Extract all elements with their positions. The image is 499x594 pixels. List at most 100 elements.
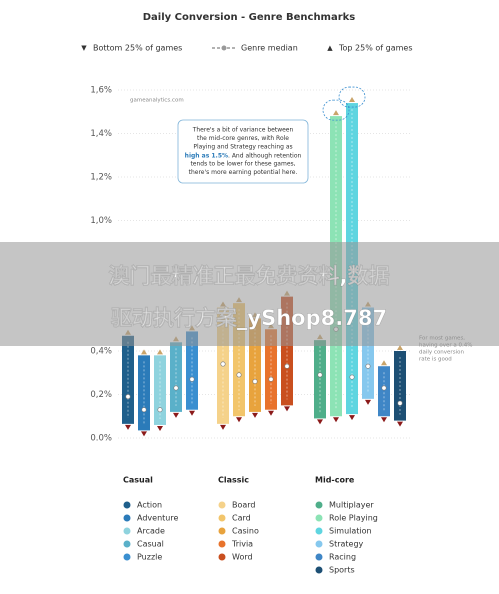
legend-label: Top 25% of games bbox=[338, 44, 412, 53]
median-marker bbox=[284, 363, 290, 369]
legend-label: Simulation bbox=[329, 527, 372, 536]
median-marker bbox=[365, 363, 371, 369]
top-marker bbox=[397, 345, 403, 350]
bar bbox=[122, 335, 134, 424]
legend-label: Racing bbox=[329, 553, 356, 562]
bottom-marker bbox=[173, 412, 179, 418]
top-marker bbox=[349, 97, 355, 103]
annotation-text: . And although retention bbox=[228, 152, 301, 159]
annotation-text: tends to be lower for these games, bbox=[190, 161, 295, 168]
top-marker bbox=[141, 349, 147, 355]
legend-dot bbox=[123, 501, 131, 509]
legend-dot bbox=[123, 553, 131, 561]
median-marker bbox=[252, 378, 258, 384]
legend-label: Action bbox=[137, 501, 162, 510]
legend-dot bbox=[315, 540, 323, 548]
median-marker bbox=[317, 372, 323, 378]
median-marker bbox=[220, 361, 226, 367]
watermark: gameanalytics.com bbox=[130, 98, 184, 104]
bottom-marker bbox=[189, 410, 195, 416]
annotation-text: the mid-core genres, with Role bbox=[197, 135, 289, 142]
y-tick-label: 0,4% bbox=[90, 347, 112, 357]
legend-label: Strategy bbox=[329, 540, 364, 549]
group-heading: Casual bbox=[123, 476, 153, 485]
side-note: daily conversion bbox=[419, 350, 464, 356]
median-marker bbox=[349, 374, 355, 380]
median-marker bbox=[236, 372, 242, 378]
bottom-marker bbox=[157, 425, 163, 431]
legend-dot bbox=[123, 514, 131, 522]
y-tick-label: 1,2% bbox=[90, 173, 112, 183]
legend-marker: ▼ bbox=[81, 44, 87, 52]
bottom-marker bbox=[236, 417, 242, 423]
bottom-marker bbox=[141, 431, 147, 437]
legend-label: Board bbox=[232, 501, 256, 510]
y-tick-label: 0,2% bbox=[90, 390, 112, 400]
median-marker bbox=[141, 407, 147, 413]
legend-label: Genre median bbox=[241, 44, 298, 53]
legend-label: Casino bbox=[232, 527, 259, 536]
group-heading: Classic bbox=[218, 476, 249, 485]
annotation-box bbox=[177, 119, 309, 184]
legend-label: Adventure bbox=[137, 514, 178, 523]
banner-text: 澳门最精准正最免费资料,数据 bbox=[109, 264, 390, 288]
legend-label: Word bbox=[232, 553, 253, 562]
bottom-marker bbox=[268, 410, 274, 416]
legend-label: Sports bbox=[329, 566, 355, 575]
annotation-text: there's more earning potential here. bbox=[189, 169, 298, 176]
bottom-marker bbox=[284, 406, 290, 412]
legend-marker: ▲ bbox=[327, 44, 333, 52]
banner-text: 驱动执行方案_yShop8.787 bbox=[111, 306, 387, 330]
top-marker bbox=[381, 360, 387, 366]
legend-dot bbox=[218, 553, 226, 561]
legend-dot bbox=[218, 527, 226, 535]
legend-dot bbox=[218, 540, 226, 548]
bar bbox=[265, 329, 277, 410]
annotation-text: There's a bit of variance between bbox=[192, 127, 294, 134]
legend-label: Trivia bbox=[231, 540, 253, 549]
top-marker bbox=[157, 349, 163, 355]
legend-label: Role Playing bbox=[329, 514, 378, 523]
y-tick-label: 1,0% bbox=[90, 216, 112, 226]
legend-dot bbox=[315, 501, 323, 509]
bottom-marker bbox=[125, 424, 131, 430]
annotation-text: Playing and Strategy reaching as bbox=[193, 144, 292, 151]
legend-dot bbox=[218, 501, 226, 509]
side-note: rate is good bbox=[419, 357, 452, 363]
bottom-marker bbox=[333, 417, 339, 423]
median-marker bbox=[173, 385, 179, 391]
annotation-highlight: high as 1.5% bbox=[185, 152, 228, 159]
legend-label: Multiplayer bbox=[329, 501, 374, 510]
median-marker bbox=[157, 407, 163, 413]
legend-dot bbox=[315, 527, 323, 535]
median-marker bbox=[397, 400, 403, 406]
legend-dot bbox=[123, 540, 131, 548]
legend-label: Bottom 25% of games bbox=[93, 44, 182, 53]
highlight-ring bbox=[338, 86, 366, 108]
bottom-marker bbox=[220, 424, 226, 430]
legend-dot bbox=[218, 514, 226, 522]
legend-marker bbox=[221, 45, 227, 51]
annotation-text: high as 1.5%. And although retention bbox=[185, 152, 302, 159]
median-marker bbox=[268, 376, 274, 382]
y-tick-label: 1,4% bbox=[90, 129, 112, 139]
legend-label: Arcade bbox=[137, 527, 165, 536]
legend-label: Card bbox=[232, 514, 251, 523]
highlight-ring bbox=[322, 99, 350, 121]
bar bbox=[138, 355, 150, 431]
legend-dot bbox=[123, 527, 131, 535]
bottom-marker bbox=[365, 399, 371, 405]
median-marker bbox=[125, 394, 131, 400]
legend-label: Casual bbox=[137, 540, 164, 549]
bottom-marker bbox=[381, 417, 387, 423]
median-marker bbox=[189, 376, 195, 382]
banner-band bbox=[0, 242, 499, 346]
bottom-marker bbox=[317, 419, 323, 425]
legend-dot bbox=[315, 553, 323, 561]
top-marker bbox=[333, 110, 339, 116]
bottom-marker bbox=[349, 415, 355, 421]
y-tick-label: 1,6% bbox=[90, 86, 112, 96]
legend-dot bbox=[315, 566, 323, 574]
chart-title: Daily Conversion - Genre Benchmarks bbox=[143, 12, 356, 23]
